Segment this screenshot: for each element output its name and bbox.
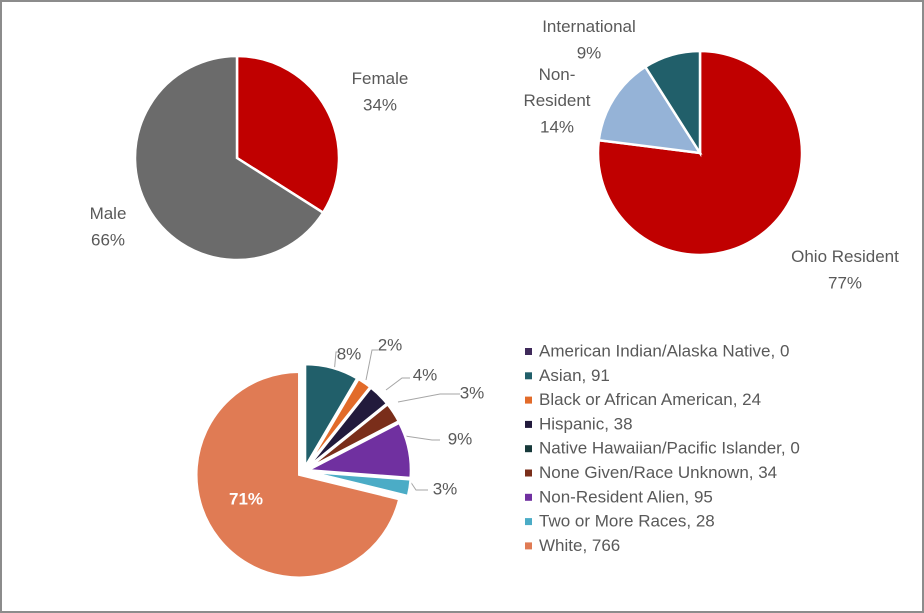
category-label: Non-Resident bbox=[523, 65, 590, 110]
category-label: Ohio Resident bbox=[791, 247, 899, 266]
pie-slice bbox=[307, 470, 412, 498]
legend-swatch bbox=[525, 493, 532, 501]
value-label: 34% bbox=[363, 95, 397, 114]
legend-label: Non-Resident Alien, 95 bbox=[539, 487, 713, 506]
pie-slice bbox=[306, 402, 401, 470]
value-label: 3% bbox=[460, 383, 485, 402]
legend-swatch bbox=[525, 420, 532, 428]
legend-label: Native Hawaiian/Pacific Islander, 0 bbox=[539, 439, 800, 458]
value-label: 14% bbox=[540, 117, 574, 136]
value-label: 77% bbox=[828, 273, 862, 292]
legend-swatch bbox=[525, 348, 532, 355]
pie-slice bbox=[303, 421, 413, 480]
value-label: 66% bbox=[91, 230, 125, 249]
legend-swatch bbox=[525, 372, 532, 380]
pie-slice bbox=[597, 65, 703, 155]
value-label: 9% bbox=[448, 429, 473, 448]
legend-swatch bbox=[525, 542, 532, 550]
value-label: 2% bbox=[378, 335, 403, 354]
pie-slice bbox=[303, 362, 359, 472]
legend-swatch bbox=[525, 518, 532, 526]
value-label: 71% bbox=[229, 489, 263, 508]
legend-swatch bbox=[525, 469, 532, 477]
category-label: International bbox=[542, 17, 636, 36]
pie-slice bbox=[643, 49, 702, 158]
value-label: 8% bbox=[337, 344, 362, 363]
pie-slice bbox=[195, 370, 401, 579]
legend-swatch bbox=[525, 396, 532, 404]
legend-label: Hispanic, 38 bbox=[539, 414, 633, 433]
legend-label: Two or More Races, 28 bbox=[539, 512, 715, 531]
legend-label: None Given/Race Unknown, 34 bbox=[539, 463, 777, 482]
value-label: 9% bbox=[577, 43, 602, 62]
value-label: 4% bbox=[413, 365, 438, 384]
legend-swatch bbox=[525, 445, 532, 453]
legend-label: Black or African American, 24 bbox=[539, 390, 761, 409]
pie-slice bbox=[133, 54, 325, 262]
legend-label: White, 766 bbox=[539, 536, 620, 555]
value-label: 3% bbox=[433, 479, 458, 498]
legend-label: Asian, 91 bbox=[539, 366, 610, 385]
legend-label: American Indian/Alaska Native, 0 bbox=[539, 341, 789, 360]
category-label: Female bbox=[352, 69, 409, 88]
category-label: Male bbox=[90, 204, 127, 223]
